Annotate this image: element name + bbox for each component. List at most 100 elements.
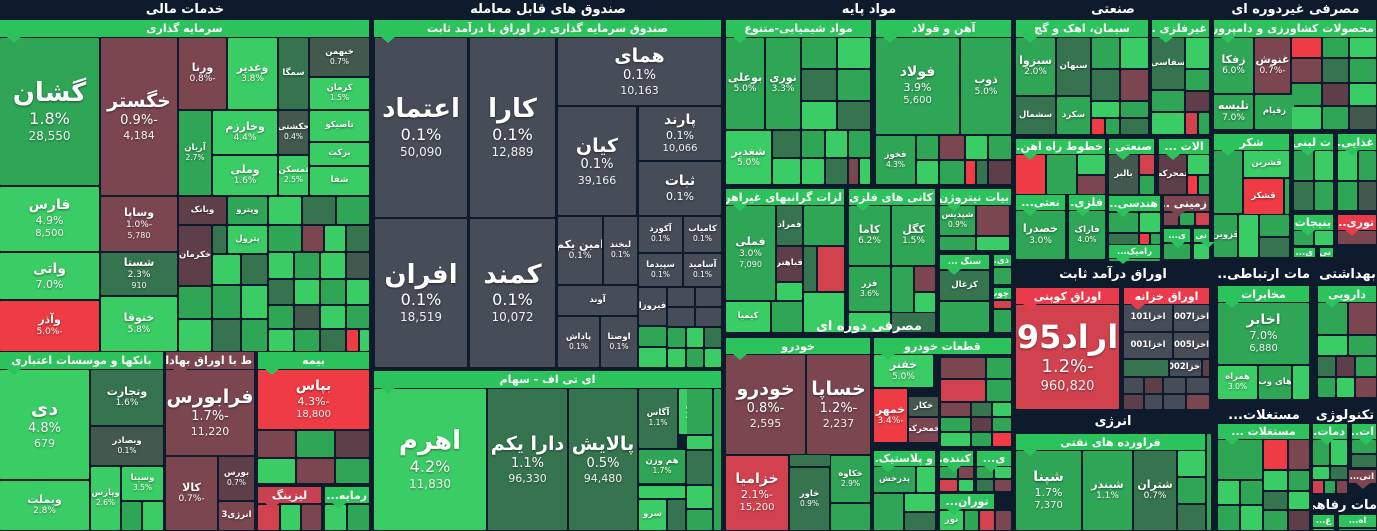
stock-tile-small[interactable] (1121, 119, 1148, 134)
stock-tile[interactable]: فباهنر (777, 247, 802, 281)
stock-tile-small[interactable] (687, 436, 712, 449)
stock-tile-small[interactable] (1331, 440, 1347, 465)
stock-tile-small[interactable] (1292, 59, 1321, 82)
stock-tile-small[interactable] (802, 102, 836, 129)
subsector-header[interactable]: اتی... (1349, 470, 1376, 489)
stock-tile-small[interactable] (696, 308, 721, 326)
stock-tile-small[interactable] (941, 358, 985, 378)
stock-tile-small[interactable] (940, 136, 964, 159)
stock-tile-small[interactable] (1359, 182, 1376, 210)
stock-tile-small[interactable] (321, 330, 345, 351)
stock-tile-small[interactable] (941, 418, 970, 431)
stock-tile-small[interactable] (987, 380, 1011, 401)
subsector-header[interactable]: چوب (994, 288, 1011, 299)
subsector-header[interactable]: شکر (1214, 134, 1289, 156)
stock-tile[interactable]: وخارزم 4.4% (213, 111, 277, 154)
stock-tile-small[interactable] (1188, 155, 1209, 174)
stock-tile[interactable]: کزغال (940, 271, 989, 300)
stock-tile-small[interactable] (1164, 395, 1185, 409)
stock-tile[interactable]: سبزوا 2.0% (1016, 38, 1055, 95)
subsector-header[interactable]: اه... (1339, 515, 1376, 527)
stock-tile-small[interactable] (804, 247, 816, 291)
stock-tile[interactable]: وساپا -1.0% 5,780 (101, 197, 177, 251)
stock-tile[interactable]: خصدرا 3.0% (1016, 211, 1065, 259)
stock-tile-small[interactable] (1140, 234, 1149, 244)
stock-tile-small[interactable] (1178, 451, 1205, 476)
stock-tile[interactable]: پارند 0.1% 10,066 (639, 107, 721, 160)
stock-tile-small[interactable] (804, 293, 844, 332)
stock-tile-small[interactable] (1016, 155, 1045, 194)
stock-tile-small[interactable] (1218, 440, 1262, 479)
stock-tile-small[interactable] (980, 511, 994, 530)
stock-tile-small[interactable] (1199, 176, 1209, 194)
stock-tile[interactable]: اخزا001 (1124, 333, 1172, 358)
stock-tile[interactable]: وملی 1.6% (213, 156, 277, 195)
stock-tile-small[interactable] (940, 480, 957, 491)
stock-tile[interactable]: کمند 0.1% 10,072 (470, 219, 555, 367)
stock-tile[interactable]: وآذر -5.0% (0, 301, 99, 351)
stock-tile-small[interactable] (1239, 215, 1258, 257)
stock-tile-small[interactable] (1359, 151, 1376, 180)
stock-tile-small[interactable] (995, 467, 1011, 478)
stock-tile[interactable]: خمحرکه (909, 418, 938, 442)
stock-tile-small[interactable] (1241, 481, 1262, 504)
stock-tile-small[interactable] (1264, 440, 1287, 469)
stock-tile-small[interactable] (1078, 176, 1105, 194)
stock-tile[interactable]: فملی 3.0% 7,090 (726, 206, 775, 300)
stock-tile-small[interactable] (1331, 467, 1347, 479)
stock-tile-small[interactable] (773, 159, 800, 184)
stock-tile[interactable]: آگاس 1.1% (639, 389, 677, 448)
stock-tile-small[interactable] (295, 306, 319, 328)
stock-tile-small[interactable] (989, 161, 1011, 184)
stock-tile-small[interactable] (1187, 378, 1209, 393)
stock-tile-small[interactable] (1109, 213, 1138, 232)
stock-tile[interactable]: خکرمان (179, 226, 211, 285)
stock-tile[interactable]: اعتماد 0.1% 50,090 (375, 38, 467, 217)
stock-tile-small[interactable] (1292, 38, 1321, 57)
stock-tile[interactable]: قشکر (1244, 179, 1283, 214)
subsector-header[interactable]: فلزی... (1069, 195, 1105, 216)
stock-tile-small[interactable] (1323, 84, 1348, 105)
stock-tile-small[interactable] (1106, 119, 1119, 134)
stock-tile-small[interactable] (905, 494, 935, 511)
subsector-header[interactable]: بیمه (258, 352, 369, 375)
subsector-header[interactable]: رمایه... (325, 487, 369, 509)
stock-tile[interactable]: همای 0.1% 10,163 (558, 38, 721, 105)
stock-tile[interactable]: هم وزن 1.7% (639, 450, 685, 483)
subsector-header[interactable]: غذایی... (1338, 134, 1376, 156)
stock-tile-small[interactable] (977, 480, 993, 491)
subsector-header[interactable]: بیات نیتروژن... (940, 189, 1011, 211)
stock-tile-small[interactable] (297, 459, 334, 483)
stock-tile[interactable]: سکرد (1057, 97, 1090, 134)
stock-tile[interactable]: زقیام (1255, 95, 1294, 129)
stock-tile-small[interactable] (1218, 506, 1239, 530)
stock-tile[interactable]: پاداش 0.1% (558, 317, 599, 367)
stock-tile-small[interactable] (1164, 378, 1185, 393)
stock-tile-small[interactable] (1186, 113, 1197, 134)
stock-tile[interactable]: بورس 0.7% (219, 457, 254, 500)
stock-tile[interactable]: آوند (558, 286, 637, 315)
stock-tile-small[interactable] (959, 467, 973, 478)
stock-tile-small[interactable] (1145, 395, 1162, 409)
stock-tile-small[interactable] (668, 328, 685, 347)
stock-tile[interactable]: کگل 1.5% (892, 206, 935, 265)
stock-tile-small[interactable] (1092, 38, 1119, 68)
stock-tile-small[interactable] (1214, 151, 1242, 213)
subsector-header[interactable]: نی. (1320, 248, 1333, 258)
subsector-header[interactable]: ی... (1164, 229, 1190, 248)
stock-tile-small[interactable] (790, 455, 830, 466)
stock-tile-small[interactable] (1178, 478, 1205, 503)
stock-tile-small[interactable] (977, 206, 1009, 235)
stock-tile[interactable]: اخزا002 (1170, 360, 1201, 376)
stock-tile-small[interactable] (773, 131, 800, 157)
subsector-header[interactable]: دمات... (1313, 424, 1347, 445)
subsector-header[interactable]: لیزینگ (258, 487, 321, 509)
subsector-header[interactable]: ی... (1294, 248, 1315, 258)
stock-tile-small[interactable] (1207, 434, 1211, 530)
stock-tile-small[interactable] (1121, 38, 1148, 68)
stock-tile[interactable]: فرابورس -1.7% 11,220 (166, 370, 254, 455)
subsector-header[interactable]: ت لبنی... (1294, 134, 1333, 156)
stock-tile[interactable]: وبملت 2.8% (0, 481, 89, 530)
stock-tile[interactable]: اخزا005 (1174, 333, 1209, 358)
stock-tile-small[interactable] (213, 320, 240, 351)
